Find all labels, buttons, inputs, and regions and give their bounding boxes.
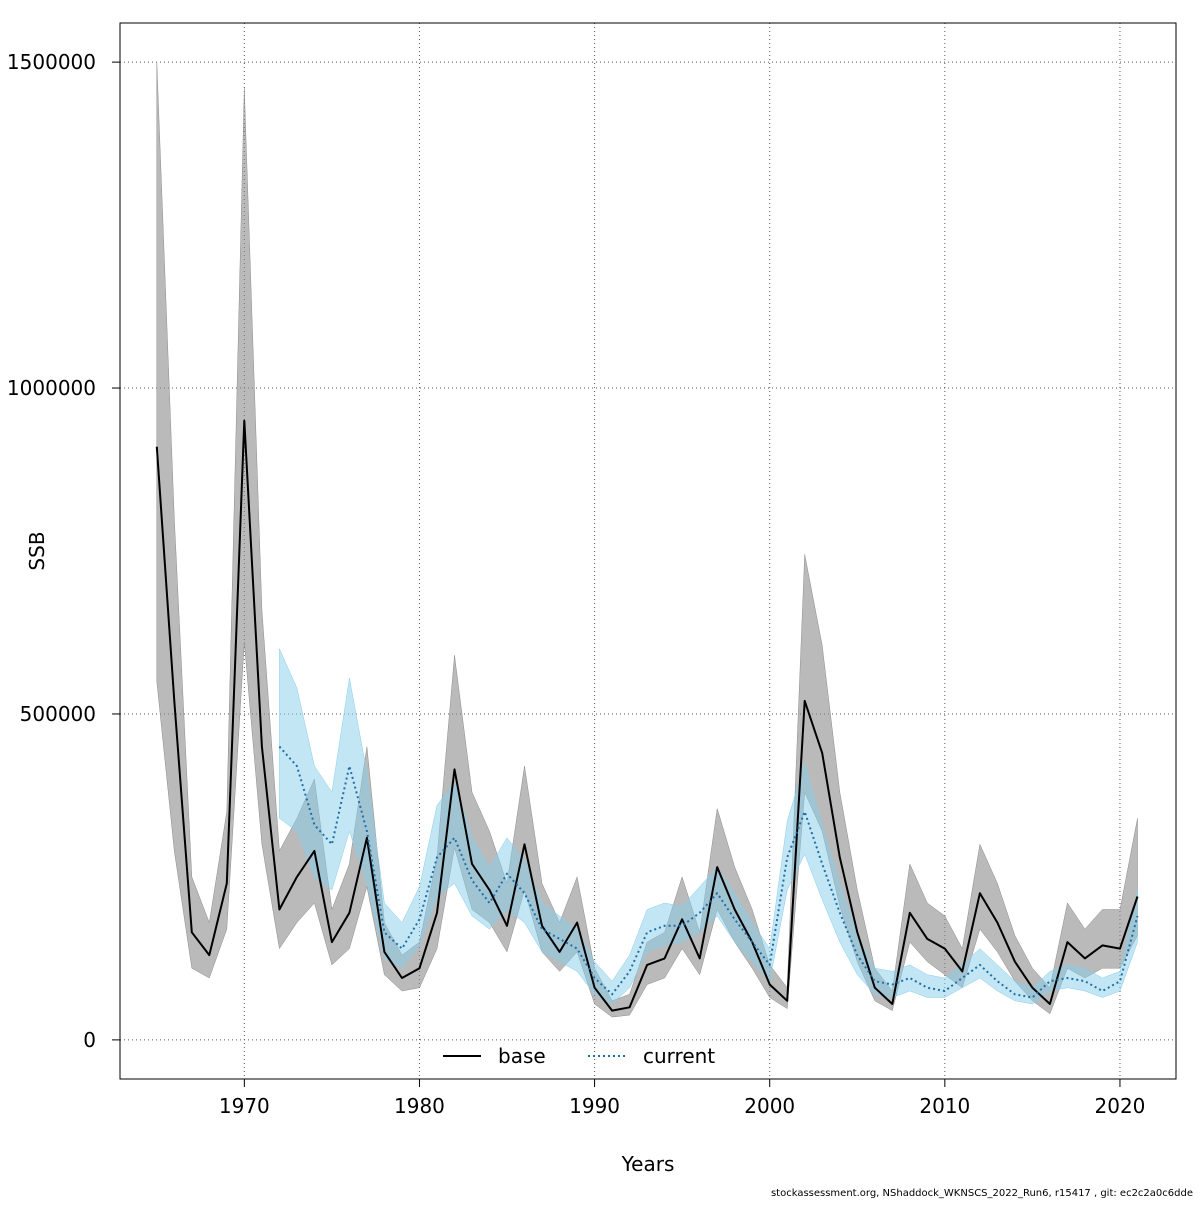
grid-lines [120,23,1176,1079]
x-tick-label: 2010 [919,1094,970,1118]
legend-label-current: current [643,1044,715,1068]
series-line-base [155,419,1139,1012]
confidence-band-base [156,62,1138,1018]
x-axis-title: Years [621,1152,675,1176]
y-axis-ticks: 0 500000 1000000 1500000 [7,50,120,1052]
y-tick-label: 1500000 [7,50,96,74]
y-tick-label: 1000000 [7,376,96,400]
y-tick-label: 500000 [20,702,96,726]
x-tick-label: 1970 [219,1094,270,1118]
x-tick-label: 1990 [569,1094,620,1118]
x-tick-label: 2020 [1095,1094,1146,1118]
y-tick-label: 0 [83,1028,96,1052]
y-axis-title: SSB [25,531,49,570]
footer-credit: stockassessment.org, NShaddock_WKNSCS_20… [771,1188,1193,1199]
series-lines [155,419,1139,1012]
x-axis-ticks: 1970 1980 1990 2000 2010 2020 [219,1079,1146,1118]
confidence-band-current [279,648,1138,1005]
series-line-current [278,745,1139,999]
plot-frame [119,22,1177,1080]
x-tick-label: 2000 [744,1094,795,1118]
x-tick-label: 1980 [394,1094,445,1118]
confidence-bands [156,62,1138,1018]
legend: base current [443,1044,715,1068]
legend-label-base: base [498,1044,546,1068]
